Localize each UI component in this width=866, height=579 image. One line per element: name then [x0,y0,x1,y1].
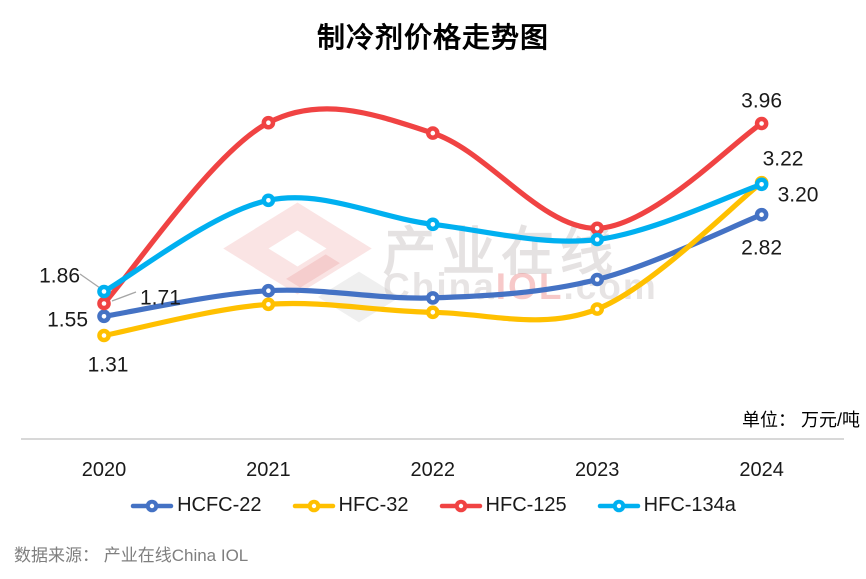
label-leader-line [111,291,137,302]
legend-marker-icon [292,499,335,512]
legend-item-HFC-134a: HFC-134a [597,494,736,517]
x-axis-label-2024: 2024 [739,459,784,481]
data-label-HFC-125-2024: 3.96 [741,90,782,113]
data-point-hole [759,121,764,126]
chart-title: 制冷剂价格走势图 [316,22,549,53]
data-label-HCFC-22-2020: 1.55 [47,308,88,331]
watermark-en-text: ChinaIOL.com [383,266,658,308]
x-axis: 2020 2021 2022 2023 2024 [0,459,866,485]
data-label-HFC-134a-2024: 3.20 [778,183,819,206]
legend: HCFC-22 HFC-32 HFC-125 HFC-134a [0,494,866,517]
data-label-HFC-32-2020: 1.31 [88,354,129,377]
legend-marker-icon [439,499,482,512]
data-point-hole [430,310,436,315]
legend-item-HFC-125: HFC-125 [439,494,567,517]
data-point-hole [430,222,436,227]
legend-marker-icon [597,499,640,512]
data-point-hole [594,226,600,231]
source-note: 数据来源： 产业在线China IOL [14,546,249,565]
data-point-hole [594,277,600,282]
data-label-HCFC-22-2024: 2.82 [741,237,782,260]
data-label-HFC-134a-2020: 1.86 [39,265,80,288]
data-point-hole [430,295,436,301]
data-point-hole [101,333,107,338]
data-point-hole [266,198,271,203]
legend-label: HFC-125 [485,494,567,516]
x-axis-label-2023: 2023 [574,459,620,481]
data-point-hole [101,314,107,319]
x-axis-label-2022: 2022 [410,459,456,481]
data-point-hole [759,182,764,187]
x-axis-label-2020: 2020 [81,459,127,481]
label-leader-line [79,273,101,289]
legend-label: HFC-32 [338,494,409,516]
legend-item-HFC-32: HFC-32 [292,494,409,517]
legend-label: HCFC-22 [177,494,262,516]
data-point-hole [594,306,600,312]
data-point-hole [101,289,107,294]
legend-label: HFC-134a [643,494,736,516]
data-label-HFC-125-2020: 1.71 [140,287,181,310]
data-point-hole [266,288,271,294]
data-point-hole [266,302,271,307]
data-point-hole [430,130,436,136]
legend-item-HCFC-22: HCFC-22 [130,494,262,517]
data-point-hole [266,120,271,125]
data-point-hole [101,301,107,306]
data-point-hole [594,237,600,242]
legend-marker-icon [130,499,174,512]
x-axis-label-2021: 2021 [246,459,291,481]
data-point-hole [759,212,764,217]
data-label-HFC-32-2024: 3.22 [763,148,804,171]
unit-label: 单位： 万元/吨 [741,410,860,430]
